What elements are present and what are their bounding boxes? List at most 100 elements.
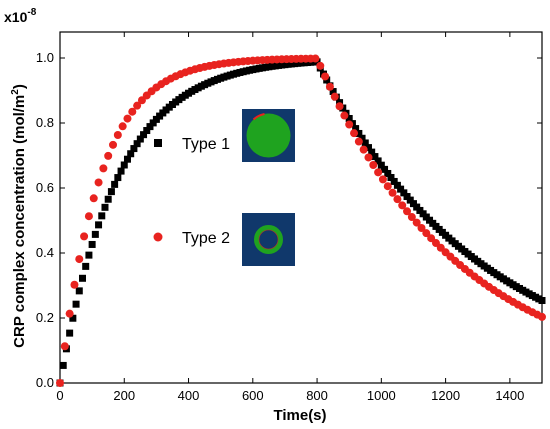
data-point xyxy=(89,194,98,203)
data-point xyxy=(329,88,337,96)
x-axis-title: Time(s) xyxy=(273,407,326,424)
data-point xyxy=(412,218,421,227)
data-point xyxy=(94,178,103,187)
data-point xyxy=(85,251,93,259)
data-point xyxy=(398,201,407,210)
type2-inset xyxy=(242,213,295,266)
data-point xyxy=(393,181,401,189)
data-point xyxy=(384,169,392,177)
data-point xyxy=(383,182,392,191)
data-point xyxy=(335,102,344,111)
plot-area xyxy=(59,31,543,384)
data-point xyxy=(422,229,431,238)
data-point xyxy=(109,140,118,149)
data-point xyxy=(130,145,138,153)
data-point xyxy=(345,115,353,123)
inset-ring-inner-edge xyxy=(258,229,279,250)
series-2 xyxy=(56,54,546,387)
data-point xyxy=(127,150,135,158)
data-point xyxy=(427,234,436,243)
y-tick-label: 1.0 xyxy=(36,50,54,65)
data-point xyxy=(403,207,412,216)
plot-frame xyxy=(59,31,543,384)
y-tick-label: 0.0 xyxy=(36,375,54,390)
legend: Type 1 Type 2 xyxy=(153,136,230,247)
type1-inset xyxy=(242,109,295,162)
y-multiplier-base: x10 xyxy=(4,9,28,25)
data-point xyxy=(393,195,402,204)
data-point xyxy=(88,240,96,248)
data-point xyxy=(321,72,330,81)
data-point xyxy=(361,139,369,147)
data-point xyxy=(82,262,90,270)
inset-disk xyxy=(246,113,291,158)
data-point xyxy=(56,379,64,387)
y-tick-label: 0.4 xyxy=(36,245,54,260)
inset-background xyxy=(242,213,295,266)
data-point xyxy=(417,223,426,232)
data-point xyxy=(118,122,127,131)
data-point xyxy=(123,155,131,163)
data-point xyxy=(538,297,546,305)
data-point xyxy=(75,287,83,295)
data-point xyxy=(111,180,119,188)
x-tick-label: 1000 xyxy=(367,388,396,403)
data-point xyxy=(340,111,349,120)
series-layer xyxy=(56,54,546,387)
data-point xyxy=(104,151,113,160)
series-1 xyxy=(56,58,546,387)
data-point xyxy=(78,274,86,282)
data-point xyxy=(128,107,137,116)
data-point xyxy=(136,135,144,143)
y-multiplier: x10-8 xyxy=(4,7,37,25)
data-point xyxy=(80,232,89,241)
legend-label: Type 2 xyxy=(182,230,230,247)
data-point xyxy=(371,153,379,161)
x-tick-label: 1400 xyxy=(495,388,524,403)
data-point xyxy=(403,193,411,201)
x-axis: 0 200 400 600 800 1000 1200 1400 xyxy=(56,32,524,403)
data-point xyxy=(98,212,106,220)
y-axis-title-main: CRP complex concentration (mol/m xyxy=(11,95,28,348)
data-point xyxy=(117,167,125,175)
y-axis: 0.0 0.2 0.4 0.6 0.8 1.0 xyxy=(36,50,542,390)
y-axis-title: CRP complex concentration (mol/m2) xyxy=(10,84,28,348)
data-point xyxy=(325,82,334,91)
legend-label: Type 1 xyxy=(182,136,230,153)
y-axis-title-close: ) xyxy=(11,84,28,89)
x-tick-label: 1200 xyxy=(431,388,460,403)
data-point xyxy=(355,129,363,137)
x-tick-label: 400 xyxy=(178,388,200,403)
data-point xyxy=(104,195,112,203)
data-point xyxy=(406,196,414,204)
data-point xyxy=(107,188,115,196)
data-point xyxy=(387,174,395,182)
data-point xyxy=(123,114,132,123)
data-point xyxy=(368,148,376,156)
legend-entry-1: Type 1 xyxy=(154,136,230,153)
legend-marker xyxy=(154,139,162,147)
data-point xyxy=(133,140,141,148)
data-point xyxy=(407,213,416,222)
data-point xyxy=(149,119,157,127)
data-point xyxy=(59,361,67,369)
x-tick-label: 600 xyxy=(242,388,264,403)
data-point xyxy=(381,165,389,173)
x-tick-label: 800 xyxy=(306,388,328,403)
data-point xyxy=(388,188,397,197)
inset-edge-arc xyxy=(252,113,265,121)
x-tick-label: 0 xyxy=(56,388,63,403)
data-point xyxy=(345,120,354,129)
data-point xyxy=(352,125,360,133)
data-point xyxy=(113,131,122,140)
data-point xyxy=(358,134,366,142)
data-point xyxy=(330,92,339,101)
legend-marker xyxy=(153,232,163,242)
data-point xyxy=(66,329,74,337)
data-point xyxy=(390,177,398,185)
data-point xyxy=(316,61,325,70)
data-point xyxy=(359,145,368,154)
data-point xyxy=(114,174,122,182)
data-point xyxy=(378,175,387,184)
data-point xyxy=(538,312,546,321)
